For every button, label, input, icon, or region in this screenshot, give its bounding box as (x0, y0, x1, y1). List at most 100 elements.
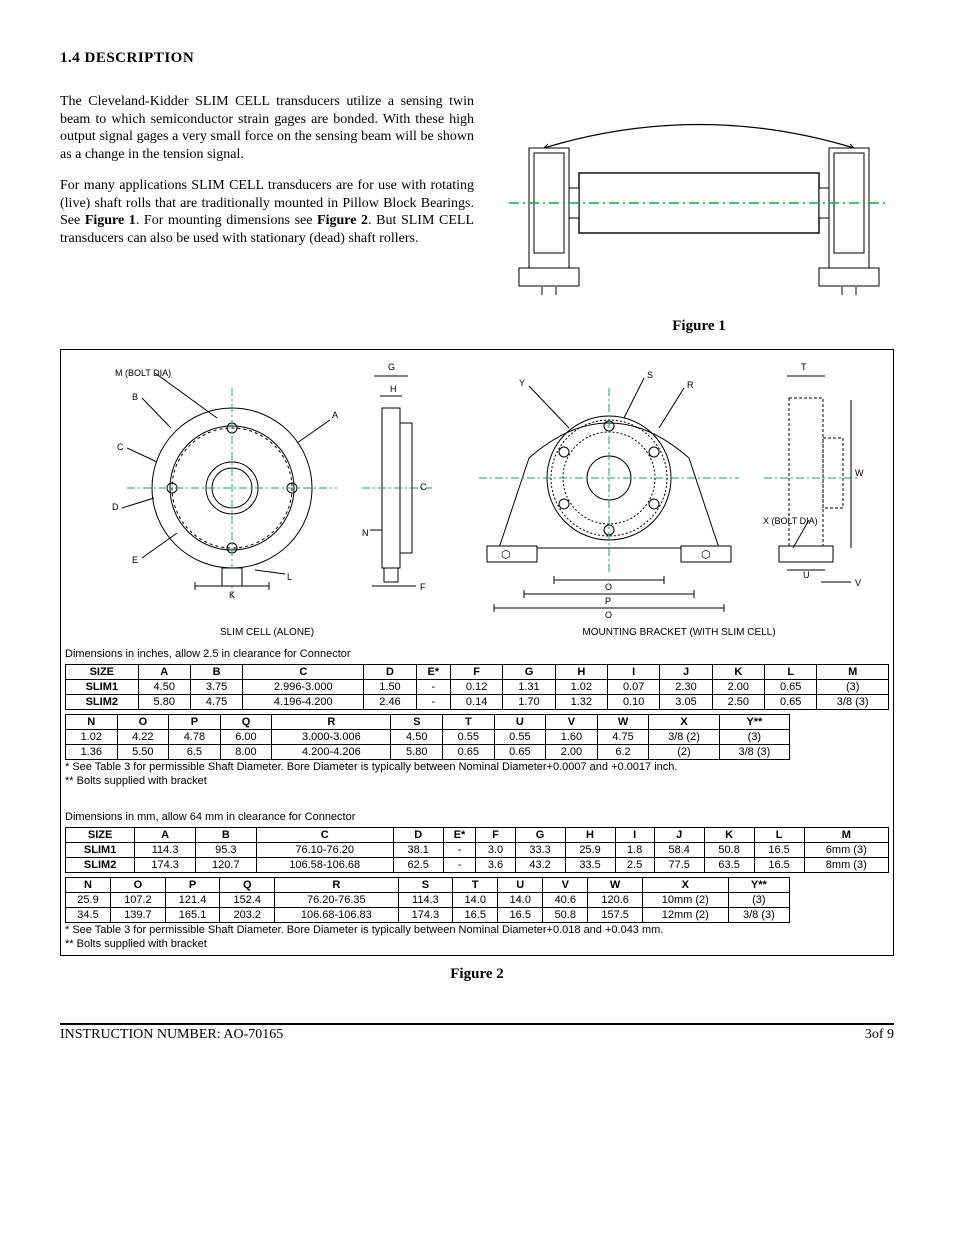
figure-1-caption: Figure 1 (504, 318, 894, 335)
table-cell: 43.2 (515, 857, 565, 872)
svg-text:H: H (390, 384, 397, 394)
table-cell: SLIM1 (66, 842, 135, 857)
table-cell: 1.50 (364, 680, 416, 695)
table-cell: (3) (817, 680, 889, 695)
table-cell: 0.65 (765, 695, 817, 710)
diagram-mounting-bracket: ⬡ ⬡ Y (469, 358, 889, 638)
table-cell: 16.5 (498, 907, 543, 922)
table-cell: 3/8 (3) (817, 695, 889, 710)
svg-text:L: L (287, 572, 292, 582)
table-cell: 50.8 (704, 842, 754, 857)
table-cell: 0.65 (494, 745, 546, 760)
table-cell: 10mm (2) (642, 892, 728, 907)
table-row: 25.9107.2121.4152.476.20-76.35114.314.01… (66, 892, 790, 907)
col-header: X (649, 715, 719, 730)
table-row: SLIM1114.395.376.10-76.2038.1-3.033.325.… (66, 842, 889, 857)
mm-caption: Dimensions in mm, allow 64 mm in clearan… (65, 811, 889, 823)
col-header: Q (220, 877, 275, 892)
table-cell: 14.0 (453, 892, 498, 907)
table-cell: 0.12 (450, 680, 502, 695)
table-cell: 114.3 (135, 842, 196, 857)
table-cell: 6.5 (169, 745, 221, 760)
table-cell: 106.68-106.83 (275, 907, 398, 922)
footer-page-number: 3of 9 (865, 1027, 894, 1043)
table-cell: 4.50 (391, 730, 443, 745)
table-cell: 157.5 (588, 907, 643, 922)
col-header: B (190, 665, 242, 680)
table-cell: 3/8 (3) (728, 907, 790, 922)
col-header: N (66, 715, 118, 730)
svg-text:C: C (420, 482, 427, 492)
diagram-slim-cell: M (BOLT DIA) B C D E A K L (65, 358, 469, 638)
svg-text:N: N (362, 528, 369, 538)
col-header: SIZE (66, 827, 135, 842)
table-row: 1.365.506.58.004.200-4.2065.800.650.652.… (66, 745, 790, 760)
col-header: I (615, 827, 654, 842)
inches-table-2: NOPQRSTUVWXY** 1.024.224.786.003.000-3.0… (65, 714, 790, 760)
svg-text:T: T (801, 362, 807, 372)
paragraph-2: For many applications SLIM CELL transduc… (60, 177, 474, 247)
svg-text:G: G (388, 362, 395, 372)
col-header: S (391, 715, 443, 730)
col-header: C (243, 665, 364, 680)
table-cell: 4.22 (117, 730, 169, 745)
table-cell: 4.78 (169, 730, 221, 745)
col-header: V (546, 715, 598, 730)
table-cell: 1.70 (503, 695, 555, 710)
table-cell: 40.6 (543, 892, 588, 907)
col-header: J (654, 827, 704, 842)
table-cell: 2.30 (660, 680, 712, 695)
col-header: A (135, 827, 196, 842)
col-header: E* (416, 665, 450, 680)
col-header: D (364, 665, 416, 680)
footer-instruction-number: INSTRUCTION NUMBER: AO-70165 (60, 1027, 283, 1043)
col-header: P (165, 877, 220, 892)
figure-1-svg (504, 93, 894, 303)
table-cell: 5.50 (117, 745, 169, 760)
paragraph-1: The Cleveland-Kidder SLIM CELL transduce… (60, 93, 474, 163)
table-cell: - (416, 680, 450, 695)
table-row: SLIM25.804.754.196-4.2002.46-0.141.701.3… (66, 695, 889, 710)
table-cell: 2.46 (364, 695, 416, 710)
table-cell: 76.10-76.20 (256, 842, 393, 857)
table-cell: 4.196-4.200 (243, 695, 364, 710)
svg-text:V: V (855, 578, 861, 588)
svg-text:A: A (332, 410, 338, 420)
table-cell: 0.65 (765, 680, 817, 695)
table-cell: 4.75 (597, 730, 649, 745)
table-cell: 121.4 (165, 892, 220, 907)
table-cell: (2) (649, 745, 719, 760)
table-cell: 1.02 (555, 680, 607, 695)
footnote-mm-2: ** Bolts supplied with bracket (65, 937, 889, 951)
svg-text:X (BOLT DIA): X (BOLT DIA) (763, 516, 818, 526)
col-header: M (817, 665, 889, 680)
table-cell: 174.3 (135, 857, 196, 872)
table-cell: 2.996-3.000 (243, 680, 364, 695)
col-header: E* (443, 827, 476, 842)
col-header: X (642, 877, 728, 892)
table-cell: 63.5 (704, 857, 754, 872)
table-cell: 3.75 (190, 680, 242, 695)
table-cell: 8mm (3) (804, 857, 888, 872)
footnote-inches-1: * See Table 3 for permissible Shaft Diam… (65, 760, 889, 774)
svg-text:⬡: ⬡ (501, 549, 511, 561)
table-cell: 6.00 (220, 730, 272, 745)
svg-text:P: P (605, 596, 611, 606)
table-cell: 6mm (3) (804, 842, 888, 857)
table-cell: 0.10 (607, 695, 659, 710)
col-header: H (565, 827, 615, 842)
table-cell: 50.8 (543, 907, 588, 922)
table-cell: 0.65 (443, 745, 495, 760)
table-cell: 139.7 (111, 907, 166, 922)
mm-table-1: SIZEABCDE*FGHIJKLM SLIM1114.395.376.10-7… (65, 827, 889, 873)
table-cell: 38.1 (393, 842, 443, 857)
table-cell: 106.58-106.68 (256, 857, 393, 872)
col-header: A (138, 665, 190, 680)
table-cell: 34.5 (66, 907, 111, 922)
col-header: P (169, 715, 221, 730)
svg-text:R: R (687, 380, 694, 390)
page-footer: INSTRUCTION NUMBER: AO-70165 3of 9 (60, 1023, 894, 1043)
figure-2-caption: Figure 2 (60, 966, 894, 983)
table-cell: 5.80 (138, 695, 190, 710)
table-cell: 0.07 (607, 680, 659, 695)
